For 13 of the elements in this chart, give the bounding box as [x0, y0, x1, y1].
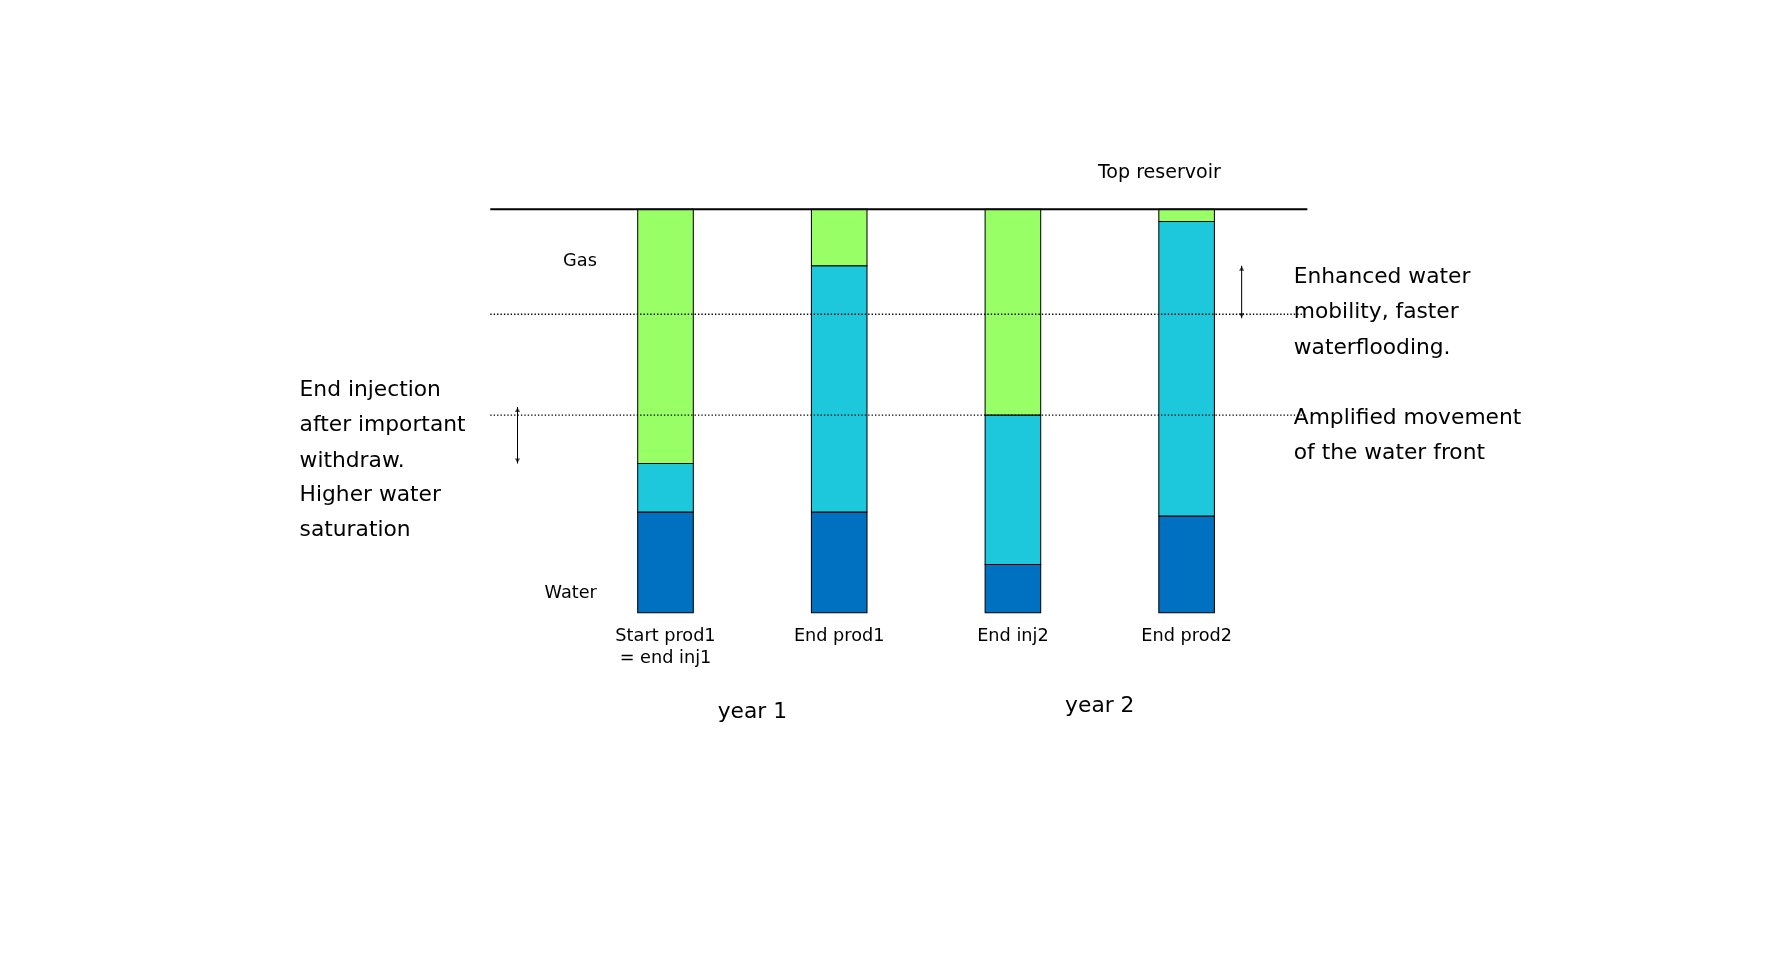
annotation: Amplified movement of the water front: [1293, 404, 1522, 465]
x-tick-label: End prod1: [793, 624, 885, 645]
text: Higher water saturation: [299, 480, 441, 542]
text: year 2: [1065, 691, 1135, 717]
text: Water: [544, 582, 598, 603]
text: year 1: [717, 698, 788, 724]
x-tick-label: Start prod1 = end inj1: [615, 624, 716, 667]
x-tick-label: End inj2: [977, 624, 1049, 645]
x-tick-label: End prod2: [1141, 624, 1232, 645]
annotation: Enhanced water mobility, faster waterflooding.: [1293, 262, 1471, 359]
text: End injection after important withdraw.: [299, 375, 467, 472]
text: Gas: [563, 249, 597, 270]
ref-line-label: Top reservoir: [1096, 159, 1221, 182]
